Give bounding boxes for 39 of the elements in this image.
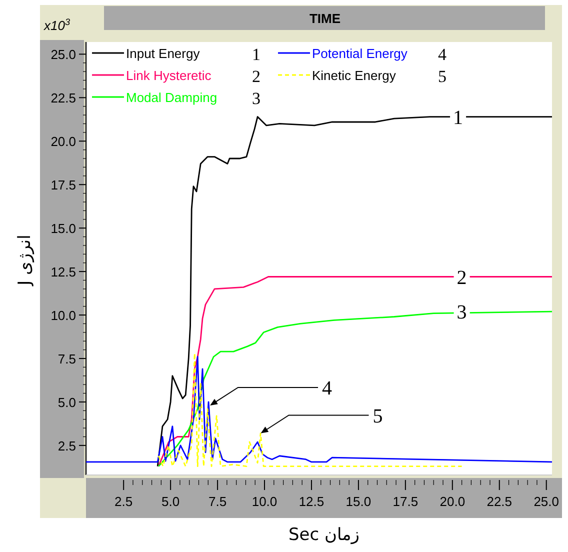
x-tick-label: 5.0	[162, 494, 180, 509]
x-tick-label: 20.0	[440, 494, 466, 509]
x-axis-title: Sec زمان	[288, 525, 360, 545]
annotation: 1	[453, 106, 464, 129]
y-tick-label: 7.5	[58, 351, 76, 366]
x-tick-label: 17.5	[392, 494, 418, 509]
annotation: 2	[456, 266, 467, 289]
y-tick-label: 2.5	[58, 438, 76, 454]
y-tick-label: 10.0	[50, 308, 76, 324]
x-tick-label: 15.0	[346, 494, 372, 509]
legend-label: Input Energy	[126, 46, 200, 61]
annotation: 3	[456, 302, 467, 324]
y-tick-label: 17.5	[50, 178, 76, 193]
x-tick-label: 22.5	[486, 494, 512, 509]
annotation: 3	[252, 89, 260, 108]
y-tick-label: 12.5	[50, 264, 76, 280]
x-tick-label: 12.5	[298, 494, 324, 509]
y-tick-label: 20.0	[50, 134, 76, 150]
annotation: 1	[252, 45, 260, 64]
legend-label: Link Hysteretic	[126, 68, 212, 83]
x-tick-label: 7.5	[208, 494, 227, 509]
x-tick-label: 10.0	[252, 494, 278, 509]
annotation: 5	[372, 405, 383, 428]
annotation: 4	[438, 45, 447, 64]
text: x10$^{3}$	[43, 17, 70, 33]
legend-label: Potential Energy	[312, 46, 408, 61]
legend-label: Modal Damping	[126, 90, 218, 105]
annotation: 4	[322, 377, 332, 400]
legend-label: Kinetic Energy	[312, 68, 396, 83]
y-axis-title: J انرژی	[15, 234, 35, 286]
y-tick-label: 15.0	[50, 221, 76, 236]
annotation: 5	[438, 67, 446, 86]
y-tick-label: 5.0	[58, 394, 76, 410]
y-tick-label: 25.0	[50, 47, 76, 62]
y-tick-label: 22.5	[50, 90, 76, 106]
chart-title: TIME	[309, 11, 341, 26]
x-tick-label: 25.0	[534, 494, 560, 509]
annotation: 2	[252, 67, 260, 86]
x-tick-label: 2.5	[114, 494, 133, 509]
